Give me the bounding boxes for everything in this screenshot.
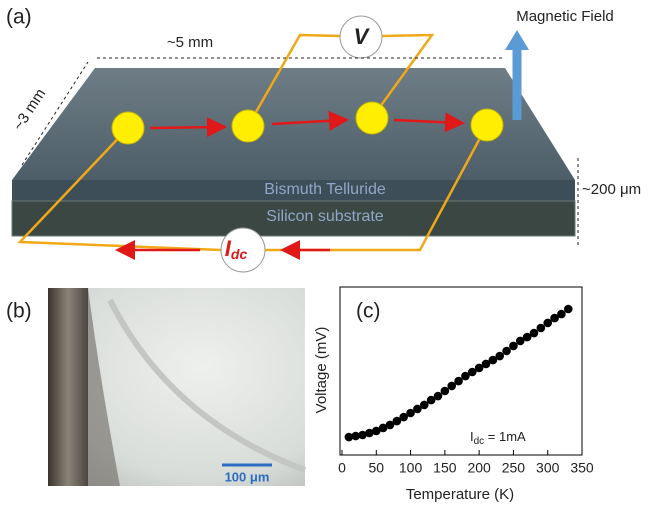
field-label: Magnetic Field bbox=[516, 8, 614, 25]
data-point bbox=[509, 342, 518, 351]
voltmeter-label: V bbox=[354, 24, 371, 49]
x-tick-label: 300 bbox=[536, 460, 560, 476]
x-tick-label: 0 bbox=[338, 460, 346, 476]
annotation: Idc = 1mA bbox=[470, 429, 526, 446]
data-point bbox=[441, 387, 450, 396]
y-axis-label: Voltage (mV) bbox=[313, 327, 330, 414]
panel-c: (c) Temperature (K) Voltage (mV) Idc = 1… bbox=[313, 287, 594, 503]
current-subscript: dc bbox=[231, 246, 248, 262]
data-point bbox=[530, 329, 539, 338]
x-tick-label: 100 bbox=[399, 460, 423, 476]
data-point bbox=[434, 392, 443, 401]
panel-a: (a) Bismuth Telluride Silicon substrate … bbox=[6, 6, 641, 272]
annotation-subscript: dc bbox=[474, 436, 485, 447]
x-tick-label: 250 bbox=[502, 460, 526, 476]
x-axis-label: Temperature (K) bbox=[406, 486, 514, 503]
scale-bar-label: 100 μm bbox=[225, 469, 270, 484]
panel-label: (c) bbox=[356, 300, 381, 323]
data-point bbox=[557, 310, 566, 319]
x-tick-label: 200 bbox=[467, 460, 491, 476]
x-tick-label: 150 bbox=[433, 460, 457, 476]
panel-b: (b) 100 μm bbox=[6, 288, 305, 486]
x-tick-label: 350 bbox=[570, 460, 594, 476]
data-point bbox=[502, 347, 511, 356]
figure: (a) Bismuth Telluride Silicon substrate … bbox=[0, 0, 649, 506]
layer-label: Silicon substrate bbox=[266, 208, 383, 225]
data-point bbox=[564, 305, 573, 314]
panel-label: (b) bbox=[6, 300, 32, 323]
panel-label: (a) bbox=[6, 6, 32, 29]
layer-label: Bismuth Telluride bbox=[264, 181, 386, 198]
data-point bbox=[454, 377, 463, 386]
dimension-label: ~3 mm bbox=[10, 86, 49, 134]
dimension-label: ~5 mm bbox=[167, 34, 213, 51]
field-arrow-head bbox=[505, 30, 529, 50]
data-point bbox=[495, 352, 504, 361]
annotation-text: = 1mA bbox=[484, 429, 526, 444]
micrograph-edge bbox=[48, 288, 88, 486]
data-point bbox=[537, 324, 546, 333]
dimension-label: ~200 μm bbox=[582, 181, 641, 198]
x-tick-label: 50 bbox=[368, 460, 384, 476]
